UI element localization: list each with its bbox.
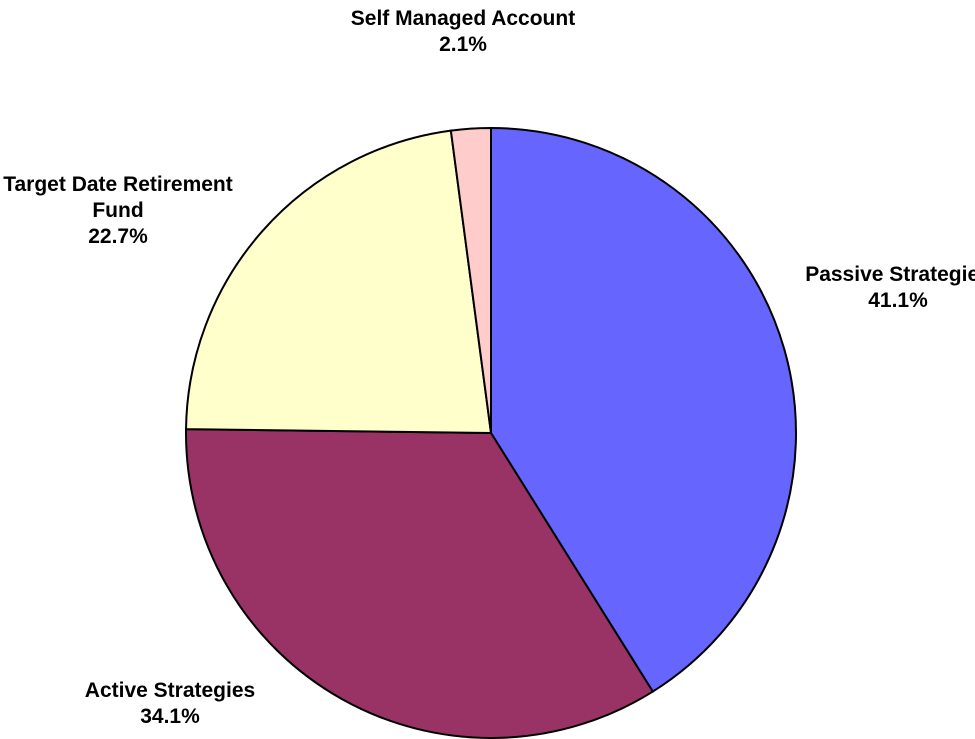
value-label: 34.1% <box>140 705 200 728</box>
slice-label: Active Strategies 34.1% <box>20 678 320 730</box>
value-label: 41.1% <box>868 289 928 312</box>
category-label: Target Date Retirement Fund <box>3 173 233 222</box>
slice-label: Passive Strategies 41.1% <box>790 262 975 314</box>
value-label: 22.7% <box>88 225 148 248</box>
pie-slice <box>185 428 655 739</box>
value-label: 2.1% <box>439 33 487 56</box>
pie-slice <box>449 126 492 434</box>
category-label: Active Strategies <box>84 679 256 702</box>
slice-label: Self Managed Account 2.1% <box>333 6 593 58</box>
pie-slice <box>490 126 797 693</box>
category-label: Passive Strategies <box>805 263 975 286</box>
pie-slice <box>185 129 493 435</box>
slice-label: Target Date Retirement Fund 22.7% <box>0 172 248 250</box>
category-label: Self Managed Account <box>350 7 576 30</box>
